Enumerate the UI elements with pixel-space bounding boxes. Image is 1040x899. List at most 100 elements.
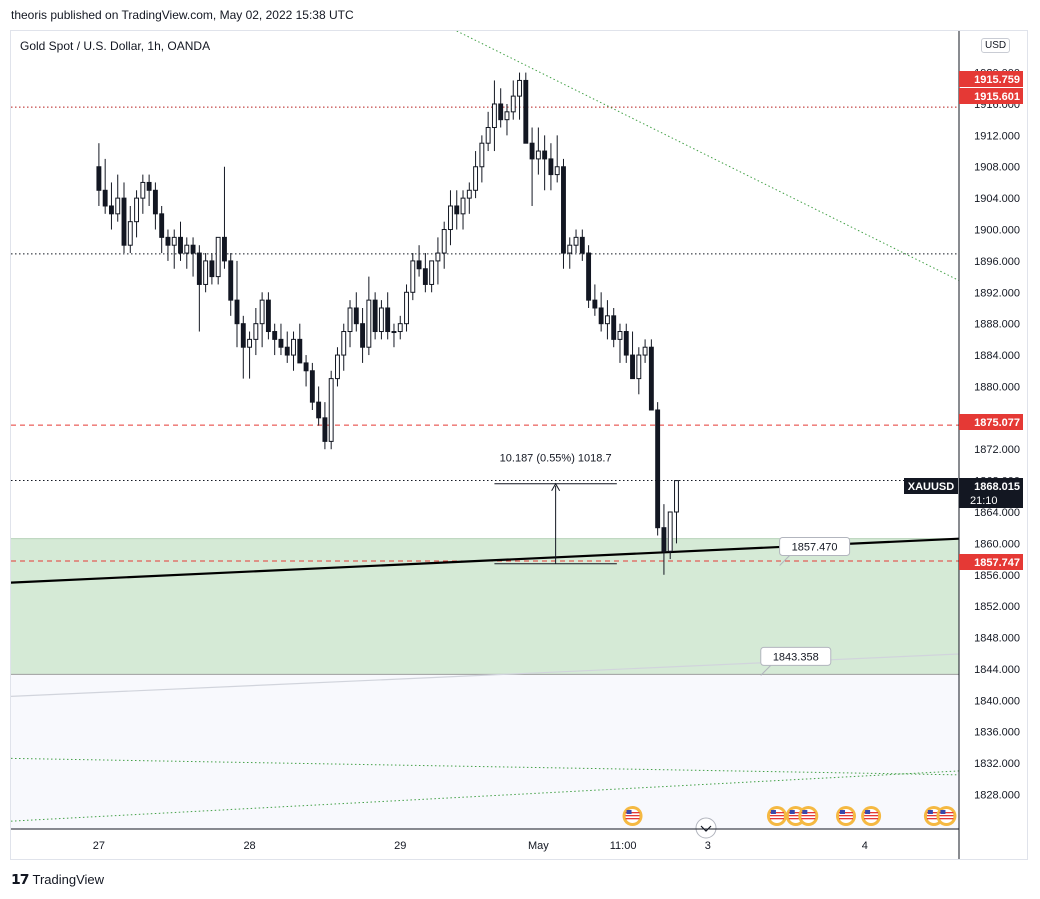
flag-stripe <box>864 815 879 817</box>
candle <box>234 260 240 348</box>
candle <box>316 386 322 426</box>
flag-canton <box>626 810 632 814</box>
callout-box <box>779 537 851 557</box>
candle-body <box>561 166 566 254</box>
candle <box>134 190 140 238</box>
candle <box>636 347 642 395</box>
candle-body <box>517 79 522 97</box>
flag-stripe <box>769 818 784 820</box>
candle <box>611 307 617 348</box>
candle-body <box>303 362 309 372</box>
chevron-down-icon <box>695 817 717 839</box>
price-callout: 1857.470 <box>779 537 851 566</box>
candle-body <box>623 331 629 356</box>
candle <box>272 323 278 356</box>
candle <box>604 300 610 340</box>
candle <box>146 174 152 206</box>
candle-body <box>240 323 246 348</box>
us-flag-icon <box>798 806 819 826</box>
candle <box>203 253 209 293</box>
candle-body <box>253 323 259 340</box>
candle-body <box>441 229 447 254</box>
candle-body <box>247 338 253 348</box>
y-tick-label: 1856.000 <box>974 570 1020 582</box>
candle-body <box>178 236 183 254</box>
price-label-countdown: 21:10 <box>970 495 998 507</box>
flag-stripe <box>864 818 879 820</box>
flag-stripe <box>625 818 640 820</box>
candle <box>529 127 535 206</box>
flag-stripe <box>769 812 784 814</box>
candle <box>341 323 347 371</box>
footer-brand[interactable]: 𝟭𝟳 TradingView <box>11 871 104 888</box>
x-tick-label: 3 <box>705 840 711 852</box>
y-tick-label: 1832.000 <box>974 758 1020 770</box>
candle-body <box>196 252 202 285</box>
candle <box>328 370 334 450</box>
y-tick-label: 1896.000 <box>974 256 1020 268</box>
callout-box <box>760 646 832 666</box>
price-label-value: 1875.077 <box>974 417 1020 429</box>
candle-body <box>448 205 453 231</box>
candle-body <box>190 244 196 254</box>
y-tick-label: 1828.000 <box>974 789 1020 801</box>
candle-body <box>366 299 372 348</box>
flag-stripe <box>939 815 954 817</box>
candle-body <box>523 79 529 144</box>
candle-body <box>385 307 391 333</box>
candle <box>109 182 114 230</box>
candle <box>259 292 265 348</box>
candle-body <box>134 197 140 223</box>
flag-stripe <box>788 818 803 820</box>
flag-stripe <box>801 818 816 820</box>
candle-body <box>102 189 108 207</box>
flag-stripe <box>801 815 816 817</box>
flag-stripe <box>838 815 853 817</box>
candle <box>278 323 284 356</box>
candle-body <box>586 252 592 301</box>
candle <box>592 284 598 316</box>
candle-body <box>347 307 353 333</box>
candle <box>190 237 196 277</box>
candle <box>184 237 190 269</box>
candle <box>165 229 171 261</box>
price-label-value: 1868.015 <box>974 481 1020 493</box>
candle <box>385 292 391 340</box>
candle <box>517 72 522 120</box>
y-tick-label: 1908.000 <box>974 162 1020 174</box>
callout-label: 1857.470 <box>792 542 838 554</box>
flag-canton <box>839 810 845 814</box>
candle-body <box>259 299 265 325</box>
candle-body <box>146 181 152 191</box>
currency-button[interactable]: USD <box>981 38 1011 53</box>
candle <box>567 237 573 269</box>
y-tick-label: 1900.000 <box>974 225 1020 237</box>
candle-body <box>504 111 510 121</box>
callout-label: 1843.358 <box>773 651 819 663</box>
flag-canton <box>770 810 776 814</box>
candle-body <box>297 338 303 364</box>
candle-body <box>636 354 642 380</box>
candle <box>240 315 246 379</box>
price-axis-label: 1857.747 <box>959 554 1023 570</box>
price-axis-label: 1875.077 <box>959 414 1023 430</box>
candle <box>209 253 215 285</box>
flag-canton <box>940 810 946 814</box>
candle <box>303 355 309 387</box>
candle-body <box>498 103 504 121</box>
plot-area: 10.187 (0.55%) 1018.7 1857.470 1843.358 <box>11 31 959 829</box>
y-tick-label: 1860.000 <box>974 538 1020 550</box>
candle <box>561 158 566 269</box>
candle <box>215 236 221 285</box>
candle-body <box>203 260 209 285</box>
candle-body <box>335 354 340 380</box>
candle-body <box>404 291 409 325</box>
candle <box>115 174 121 222</box>
y-tick-label: 1880.000 <box>974 381 1020 393</box>
price-label-bg <box>959 554 1023 570</box>
candle <box>159 205 165 254</box>
candle <box>479 135 485 183</box>
candle <box>454 190 460 230</box>
candle <box>623 323 629 363</box>
